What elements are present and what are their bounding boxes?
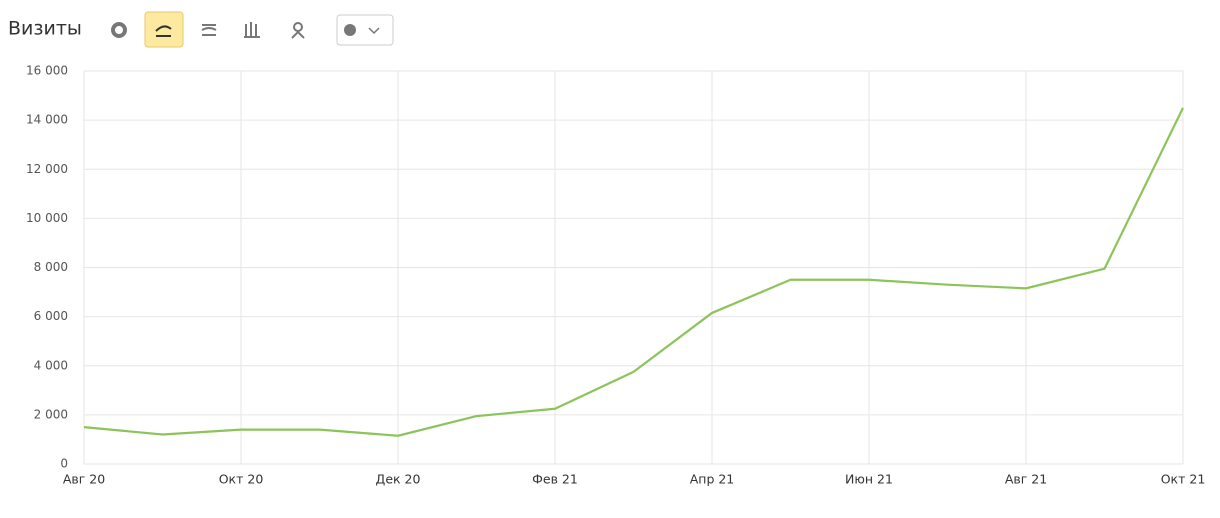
x-tick-label: Фев 21 xyxy=(532,472,578,487)
y-tick-label: 10 000 xyxy=(26,211,68,225)
map-icon-base xyxy=(291,30,305,39)
bar-icon[interactable] xyxy=(244,22,260,38)
x-tick-label: Авг 20 xyxy=(63,472,105,487)
y-tick-label: 14 000 xyxy=(26,113,68,127)
pie-icon[interactable] xyxy=(111,22,127,38)
series-line xyxy=(83,107,1184,437)
line-icon xyxy=(155,25,172,37)
toolbar xyxy=(111,11,394,48)
x-tick-label: Авг 21 xyxy=(1005,472,1047,487)
y-tick-label: 8 000 xyxy=(34,260,68,274)
comment-icon xyxy=(344,24,356,36)
y-tick-label: 16 000 xyxy=(26,64,68,78)
area-icon[interactable] xyxy=(201,24,217,36)
y-tick-label: 2 000 xyxy=(34,407,68,421)
x-tick-label: Окт 20 xyxy=(219,472,264,487)
y-tick-label: 4 000 xyxy=(34,358,68,372)
chevron xyxy=(368,27,380,35)
x-tick-label: Июн 21 xyxy=(845,472,893,487)
x-tick-label: Дек 20 xyxy=(376,472,421,487)
y-tick-label: 0 xyxy=(60,457,68,471)
map-icon[interactable] xyxy=(293,22,303,32)
x-tick-label: Апр 21 xyxy=(690,472,735,487)
annotation-dropdown[interactable] xyxy=(336,14,394,46)
line-icon-selected[interactable] xyxy=(144,11,184,48)
x-tick-label: Окт 21 xyxy=(1161,472,1206,487)
chart-title: Визиты xyxy=(8,18,82,40)
y-tick-label: 6 000 xyxy=(34,309,68,323)
y-tick-label: 12 000 xyxy=(26,162,68,176)
